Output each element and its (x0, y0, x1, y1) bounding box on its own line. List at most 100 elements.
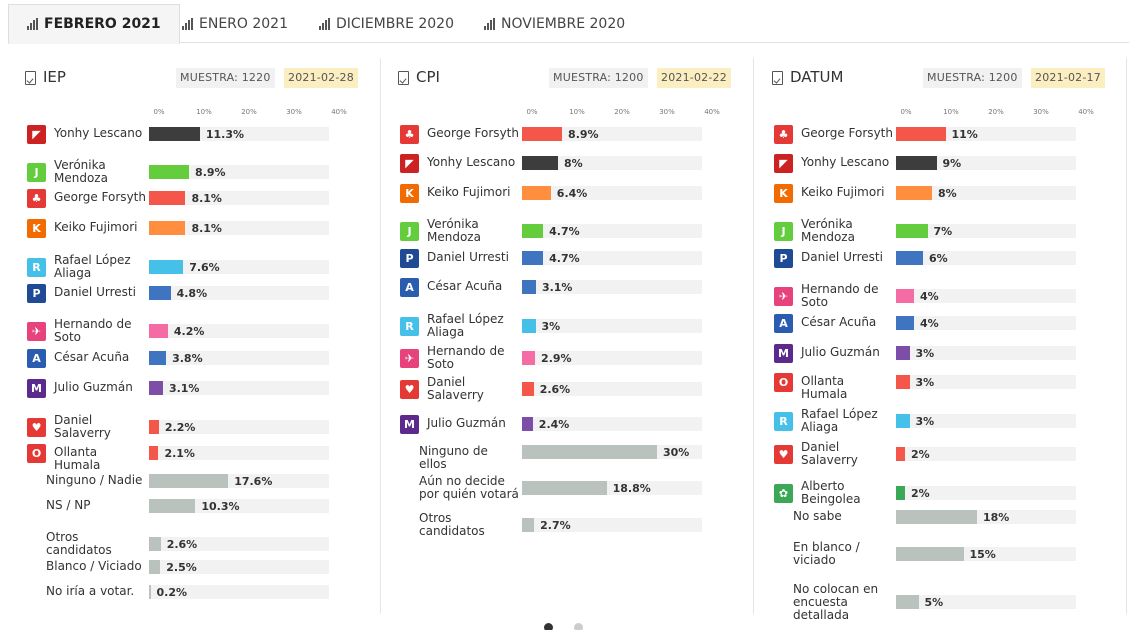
bar-track: 4% (896, 316, 1076, 330)
bar-track: 4.8% (149, 286, 329, 300)
candidate-name: Alberto Beingolea (801, 479, 861, 506)
bar-track: 11.3% (149, 127, 329, 141)
result-row: ♣ George Forsyth 11% (772, 124, 1112, 144)
result-bar (149, 324, 168, 338)
result-bar (896, 127, 946, 141)
bar-track: 2.4% (522, 417, 702, 431)
result-bar (149, 191, 186, 205)
sample-size-badge: MUESTRA: 1200 (549, 68, 648, 88)
bar-track: 4.7% (522, 251, 702, 265)
result-row: J Verónika Mendoza 4.7% (398, 218, 738, 244)
result-bar (896, 447, 905, 461)
result-row: R Rafael López Aliaga 7.6% (25, 254, 365, 280)
axis-tick-label: 40% (704, 108, 720, 116)
poll-header: DATUM MUESTRA: 1200 2021-02-17 (772, 68, 1112, 88)
result-value-label: 8% (938, 187, 957, 200)
pager-dot[interactable] (544, 623, 553, 630)
pager-dot[interactable] (574, 623, 583, 630)
jp-icon: J (774, 221, 793, 241)
result-value-label: 4% (920, 317, 939, 330)
result-row: Ninguno de ellos 30% (398, 445, 738, 471)
result-value-label: 3.8% (172, 352, 203, 365)
candidate-name: Daniel Salaverry (801, 440, 858, 467)
result-bar (522, 186, 551, 200)
result-bar (149, 351, 167, 365)
axis-tick-label: 20% (614, 108, 630, 116)
result-bar (149, 585, 151, 599)
candidate-name: Ollanta Humala (801, 374, 848, 401)
axis-tick-label: 10% (196, 108, 212, 116)
poll-panel-datum: DATUM MUESTRA: 1200 2021-02-17 ♣ George F… (772, 56, 1112, 622)
result-bar (522, 280, 536, 294)
result-value-label: 8.9% (195, 166, 226, 179)
result-bar (896, 346, 910, 360)
bar-track: 15% (896, 547, 1076, 561)
tab-noviembre-2020[interactable]: NOVIEMBRE 2020 (484, 4, 625, 43)
candidate-name: Yonhy Lescano (54, 126, 143, 140)
result-value-label: 4% (920, 290, 939, 303)
result-row: ◤ Yonhy Lescano 9% (772, 153, 1112, 173)
candidate-name: Yonhy Lescano (801, 155, 890, 169)
m-icon: M (774, 343, 793, 363)
result-value-label: 3% (915, 415, 935, 428)
result-row: Otros candidatos 2.6% (25, 531, 365, 557)
campana-icon: ♣ (774, 124, 793, 144)
result-value-label: 8.1% (191, 222, 222, 235)
result-bar (896, 186, 932, 200)
bar-track: 18.8% (522, 481, 702, 495)
candidate-name: Ninguno / Nadie (46, 473, 143, 487)
tab-febrero-2021[interactable]: FEBRERO 2021 (8, 4, 180, 44)
result-bar (522, 224, 544, 238)
tab-diciembre-2020[interactable]: DICIEMBRE 2020 (319, 4, 454, 43)
result-value-label: 2.6% (539, 383, 571, 396)
result-value-label: 11.3% (205, 128, 245, 141)
k-icon: K (774, 183, 793, 203)
result-value-label: 3.1% (168, 382, 200, 395)
result-value-label: 3% (915, 347, 935, 360)
result-bar (149, 381, 163, 395)
candidate-name: Rafael López Aliaga (427, 312, 504, 339)
result-row: M Julio Guzmán 2.4% (398, 414, 738, 434)
result-value-label: 8% (564, 157, 583, 170)
result-bar (149, 260, 184, 274)
candidate-name: Verónika Mendoza (54, 158, 108, 185)
corazon-icon: ♥ (400, 379, 419, 399)
result-bar (896, 547, 964, 561)
result-bar (896, 510, 977, 524)
a-icon: A (774, 313, 793, 333)
o-icon: O (774, 372, 793, 392)
result-value-label: 2.2% (164, 421, 196, 434)
result-row: En blanco / viciado 15% (772, 541, 1112, 567)
result-row: P Daniel Urresti 4.7% (398, 248, 738, 268)
candidate-name: NS / NP (46, 498, 91, 512)
result-value-label: 15% (969, 548, 996, 561)
tab-label: DICIEMBRE 2020 (336, 15, 454, 32)
candidate-name: George Forsyth (801, 126, 893, 140)
result-bar (149, 165, 190, 179)
result-bar (896, 375, 910, 389)
tab-label: ENERO 2021 (199, 15, 288, 32)
jp-icon: J (400, 221, 419, 241)
result-bar (896, 414, 910, 428)
trebol-icon: ✿ (774, 483, 793, 503)
result-bar (149, 446, 159, 460)
result-row: Ninguno / Nadie 17.6% (25, 474, 365, 488)
result-value-label: 2% (911, 487, 930, 500)
tab-enero-2021[interactable]: ENERO 2021 (182, 4, 288, 43)
result-value-label: 6.4% (556, 187, 588, 200)
bar-track: 2.2% (149, 420, 329, 434)
bar-track: 3.1% (149, 381, 329, 395)
result-bar (896, 251, 923, 265)
result-value-label: 4.2% (173, 325, 205, 338)
result-value-label: 9% (942, 157, 962, 170)
poll-date-badge: 2021-02-17 (1031, 68, 1105, 88)
result-row: P Daniel Urresti 4.8% (25, 283, 365, 303)
result-row: M Julio Guzmán 3.1% (25, 378, 365, 398)
panel-divider (1126, 58, 1127, 614)
candidate-name: En blanco / viciado (793, 540, 860, 567)
zapatilla-icon: ✈ (400, 348, 419, 368)
result-row: K Keiko Fujimori 6.4% (398, 183, 738, 203)
axis-tick-label: 40% (331, 108, 347, 116)
candidate-name: Keiko Fujimori (54, 220, 138, 234)
month-tabs: FEBRERO 2021 ENERO 2021 DICIEMBRE 2020 N… (8, 4, 1129, 44)
